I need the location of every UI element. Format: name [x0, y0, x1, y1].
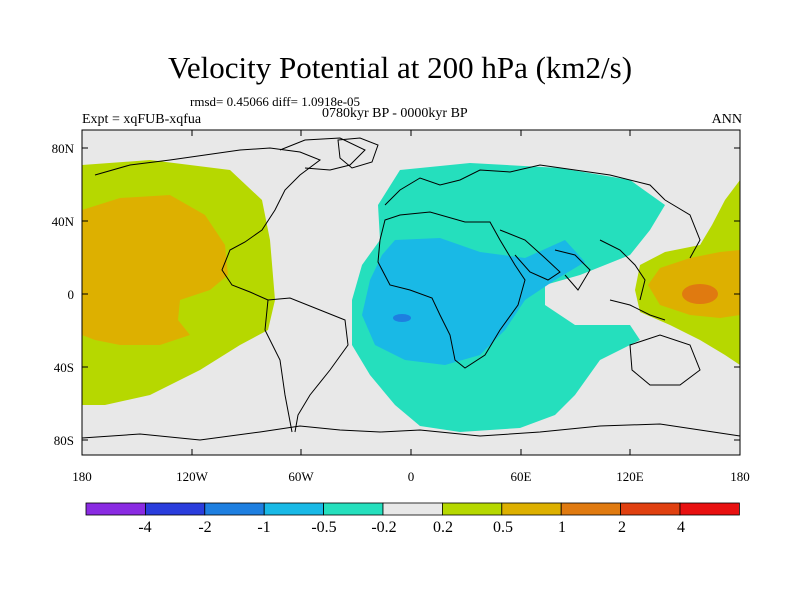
- colorbar-label: -0.5: [311, 519, 337, 536]
- africa-strong-negative-region: [362, 238, 585, 365]
- colorbar-label: 0.2: [433, 519, 453, 536]
- lon-label-0: 0: [407, 469, 415, 484]
- lon-label-180e: 180: [730, 469, 750, 484]
- colorbar-swatch: [560, 502, 622, 516]
- lat-label-0: 0: [67, 287, 75, 302]
- axis-ticks: [81, 130, 741, 455]
- colorbar-swatch: [501, 502, 562, 516]
- lat-label-40n: 40N: [51, 214, 74, 229]
- colorbar-label: 0.5: [493, 519, 513, 536]
- coastlines: [81, 137, 741, 441]
- lon-label-120e: 120E: [616, 469, 644, 484]
- plot-title: Velocity Potential at 200 hPa (km2/s): [167, 50, 633, 85]
- colorbar-label: 4: [677, 519, 685, 536]
- lon-label-120w: 120W: [176, 469, 208, 484]
- colorbar-swatch: [441, 502, 503, 516]
- lon-label-60e: 60E: [510, 469, 532, 484]
- colorbar-swatch: [204, 502, 265, 516]
- experiment-label: Expt = xqFUB-xqfua: [82, 112, 202, 127]
- pacific-strong-region: [82, 195, 228, 345]
- colorbar-swatch: [382, 502, 443, 516]
- colorbar-swatch: [620, 502, 681, 516]
- colorbar-swatch: [679, 502, 740, 516]
- period-label: 0780kyr BP - 0000kyr BP: [322, 106, 468, 121]
- congo-core-region: [393, 314, 411, 322]
- colorbar-swatch: [85, 502, 146, 516]
- colorbar-label: -1: [257, 519, 271, 536]
- lat-label-40s: 40S: [53, 360, 74, 375]
- lon-label-180w: 180: [72, 469, 92, 484]
- season-label: ANN: [711, 112, 742, 127]
- colorbar-swatch: [144, 502, 206, 516]
- colorbar: [85, 502, 740, 516]
- colorbar-label: -2: [198, 519, 212, 536]
- lat-label-80s: 80S: [53, 433, 74, 448]
- lon-label-60w: 60W: [288, 469, 314, 484]
- colorbar-label: 2: [618, 519, 626, 536]
- colorbar-label: 1: [558, 519, 566, 536]
- west-pacific-core-region: [682, 284, 718, 304]
- west-pacific-strong-region: [648, 250, 740, 318]
- colorbar-swatch: [263, 502, 325, 516]
- lat-label-80n: 80N: [51, 141, 74, 156]
- stats-line: rmsd= 0.45066 diff= 1.0918e-05: [190, 94, 361, 109]
- colorbar-label: -0.2: [371, 519, 397, 536]
- colorbar-swatch: [323, 502, 384, 516]
- colorbar-label: -4: [138, 519, 152, 536]
